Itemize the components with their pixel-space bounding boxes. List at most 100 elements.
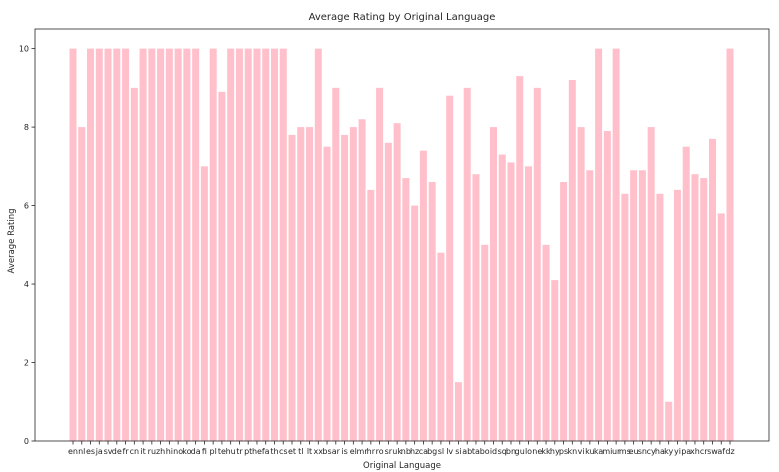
bar-da — [192, 48, 200, 442]
x-tick-label: ja — [95, 447, 103, 456]
bar-mr — [358, 119, 366, 441]
x-tick-label: pl — [210, 447, 217, 456]
x-tick-label: it — [140, 447, 145, 456]
x-tick-label: eu — [629, 447, 639, 456]
x-tick-label: es — [86, 447, 95, 456]
bar-ur — [612, 48, 620, 442]
bar-he — [253, 48, 261, 442]
x-tick-label: hi — [166, 447, 173, 456]
x-tick-label: is — [341, 447, 347, 456]
y-tick-label: 2 — [24, 359, 29, 368]
x-tick-label: ar — [332, 447, 341, 456]
x-tick-label: no — [173, 447, 183, 456]
bar-ab — [463, 87, 471, 442]
x-tick-label: lv — [446, 447, 453, 456]
bar-pa — [682, 146, 690, 441]
x-tick-label: fa — [262, 447, 270, 456]
x-tick-label: cs — [279, 447, 288, 456]
x-tick-label: lt — [307, 447, 312, 456]
x-tick-label: uk — [392, 447, 402, 456]
x-tick-label: en — [68, 447, 78, 456]
x-tick-label: et — [288, 447, 296, 456]
bar-cr — [700, 178, 708, 441]
x-tick-label: mr — [357, 447, 369, 456]
bar-en — [69, 48, 77, 442]
bar-ky — [665, 401, 673, 441]
bar-kk — [542, 244, 550, 441]
y-axis-title: Average Rating — [7, 208, 17, 273]
bar-et — [288, 134, 296, 441]
x-tick-label: vi — [578, 447, 585, 456]
bar-ne — [533, 87, 541, 442]
bar-cy — [647, 127, 655, 441]
bar-th — [270, 48, 278, 442]
x-tick-label: bn — [506, 447, 516, 456]
bar-eu — [630, 170, 638, 441]
x-tick-label: pa — [681, 447, 691, 456]
x-tick-label: si — [455, 447, 461, 456]
x-tick-label: ka — [594, 447, 603, 456]
bar-bn — [507, 162, 515, 441]
bar-bg — [428, 182, 436, 441]
bar-ja — [95, 48, 103, 442]
x-tick-label: cr — [700, 447, 708, 456]
x-tick-label: fi — [202, 447, 207, 456]
x-tick-label: ha — [655, 447, 665, 456]
bar-mi — [603, 131, 611, 441]
bar-hy — [551, 280, 559, 441]
x-tick-label: hu — [226, 447, 236, 456]
x-tick-label: kn — [567, 447, 577, 456]
x-tick-label: ta — [472, 447, 480, 456]
bar-si — [454, 382, 462, 441]
y-tick-label: 8 — [24, 123, 29, 132]
x-tick-label: id — [490, 447, 497, 456]
x-tick-label: ur — [612, 447, 621, 456]
x-tick-label: af — [717, 447, 725, 456]
x-tick-label: nl — [78, 447, 85, 456]
bar-tr — [235, 48, 243, 442]
bar-vi — [577, 127, 585, 441]
bar-it — [139, 48, 147, 442]
x-tick-label: ne — [532, 447, 542, 456]
bar-hu — [227, 48, 235, 442]
x-tick-label: de — [112, 447, 122, 456]
bar-dz — [726, 48, 734, 442]
x-tick-label: ca — [419, 447, 428, 456]
x-tick-label: sq — [498, 447, 507, 456]
plot-frame — [34, 28, 770, 442]
x-tick-label: ko — [182, 447, 191, 456]
x-tick-label: ms — [619, 447, 631, 456]
x-tick-label: te — [218, 447, 226, 456]
bar-lo — [525, 166, 533, 441]
bar-ps — [560, 182, 568, 441]
x-tick-label: hz — [410, 447, 419, 456]
bar-ko — [183, 48, 191, 442]
bar-sr — [384, 142, 392, 442]
x-tick-label: fr — [123, 447, 130, 456]
x-tick-label: bs — [322, 447, 331, 456]
bar-zh — [157, 48, 165, 442]
x-tick-label: sr — [385, 447, 393, 456]
bar-xh — [691, 174, 699, 441]
bar-hr — [367, 189, 375, 441]
x-tick-label: yi — [674, 447, 681, 456]
bar-pl — [209, 48, 217, 442]
bar-lv — [446, 95, 454, 441]
x-tick-label: gu — [515, 447, 525, 456]
bar-ca — [419, 150, 427, 441]
x-tick-label: lo — [525, 447, 532, 456]
bar-sn — [638, 170, 646, 441]
x-tick-label: hy — [550, 447, 560, 456]
bar-ru — [148, 48, 156, 442]
x-tick-label: cn — [130, 447, 139, 456]
bar-af — [717, 213, 725, 441]
bar-is — [341, 134, 349, 441]
x-tick-label: hr — [367, 447, 376, 456]
x-tick-label: da — [191, 447, 201, 456]
bar-fa — [262, 48, 270, 442]
x-tick-label: pt — [244, 447, 252, 456]
x-tick-label: xh — [690, 447, 700, 456]
bar-lt — [306, 127, 314, 441]
x-tick-label: ab — [462, 447, 472, 456]
